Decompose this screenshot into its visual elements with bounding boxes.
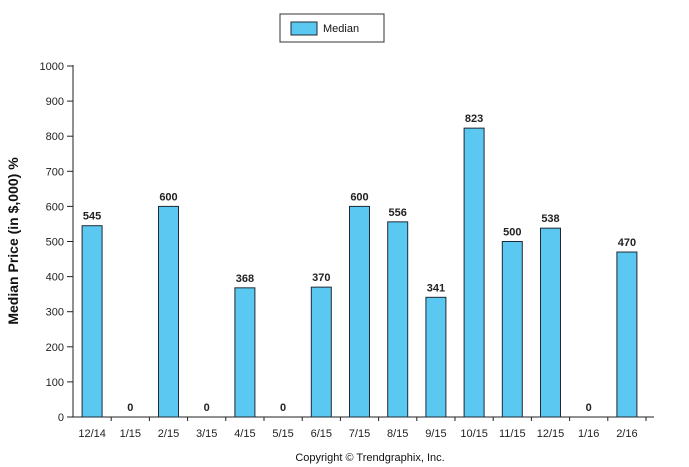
y-tick-label: 200 [46,342,64,354]
y-tick-label: 600 [46,201,64,213]
bar-2/16 [616,251,638,418]
value-label-2/16: 470 [618,237,636,249]
x-tick-label-1/16: 1/16 [578,428,599,440]
x-tick-label-10/15: 10/15 [460,428,488,440]
value-label-4/15: 368 [236,273,254,285]
bar-11/15 [501,241,523,418]
y-tick-label: 500 [46,237,64,249]
legend-label: Median [323,23,359,35]
bar-6/15 [310,286,332,418]
value-label-1/15: 0 [127,402,133,414]
y-tick-label: 0 [58,412,64,424]
bar-12/14 [81,225,103,418]
bar-10/15 [463,127,485,418]
y-tick-label: 1000 [40,61,64,73]
x-tick-label-2/16: 2/16 [616,428,637,440]
x-tick-label-1/15: 1/15 [120,428,141,440]
x-tick-label-5/15: 5/15 [272,428,293,440]
x-tick-label-8/15: 8/15 [387,428,408,440]
copyright-text: Copyright © Trendgraphix, Inc. [295,452,444,464]
x-tick-label-9/15: 9/15 [425,428,446,440]
value-label-5/15: 0 [280,402,286,414]
value-label-1/16: 0 [586,402,592,414]
value-label-12/15: 538 [541,213,559,225]
bar-7/15 [349,205,370,418]
y-tick-label: 300 [46,307,64,319]
y-tick-label: 700 [46,166,64,178]
x-tick-label-7/15: 7/15 [349,428,370,440]
x-tick-label-12/14: 12/14 [78,428,106,440]
y-tick-label: 900 [46,96,64,108]
x-tick-label-12/15: 12/15 [537,428,565,440]
plot-area: 0 100 200 300 400 500 600 700 800 900 1000 545 12/14… [40,61,654,440]
value-label-3/15: 0 [204,402,210,414]
value-label-2/15: 600 [159,191,177,203]
bar-2/15 [158,205,179,418]
value-label-9/15: 341 [427,282,445,294]
legend-swatch [290,21,318,36]
y-tick-label: 100 [46,377,64,389]
value-label-6/15: 370 [312,272,330,284]
value-label-8/15: 556 [389,207,407,219]
x-tick-label-2/15: 2/15 [158,428,179,440]
x-tick-label-4/15: 4/15 [234,428,255,440]
value-label-11/15: 500 [503,227,521,239]
value-label-12/14: 545 [83,211,101,223]
value-label-10/15: 823 [465,113,483,125]
legend: Median [279,13,385,43]
y-tick-label: 800 [46,131,64,143]
bar-8/15 [387,221,409,418]
y-tick-label: 400 [46,272,64,284]
x-tick-label-6/15: 6/15 [311,428,332,440]
bar-4/15 [234,287,256,418]
x-tick-label-3/15: 3/15 [196,428,217,440]
y-axis-title: Median Price (in $,000) % [5,157,21,325]
bar-12/15 [540,227,561,418]
value-label-7/15: 600 [350,191,368,203]
bar-9/15 [425,296,447,418]
x-tick-label-11/15: 11/15 [499,428,526,440]
